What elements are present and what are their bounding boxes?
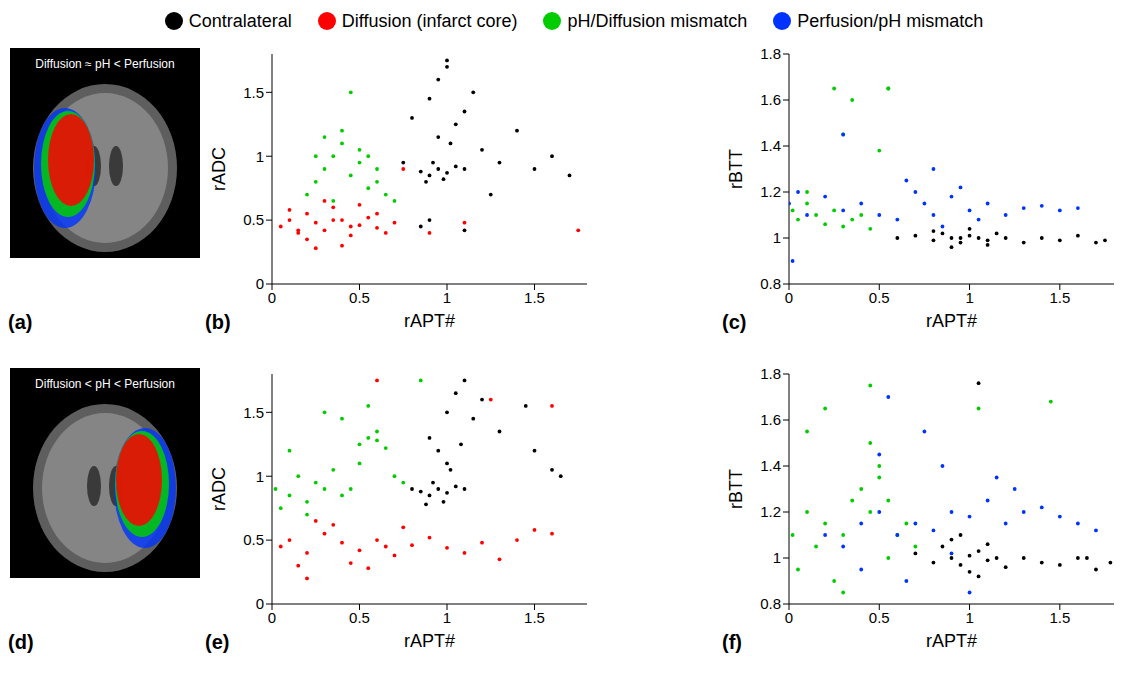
html-text:rAPT#: rAPT# [404, 311, 455, 331]
html-text:Contralateral: Contralateral [188, 10, 292, 31]
svg-text:1.5: 1.5 [243, 404, 264, 421]
svg-text:1.6: 1.6 [760, 91, 781, 108]
svg-text:1: 1 [773, 549, 781, 566]
html-text:Diffusion (infarct core): Diffusion (infarct core) [341, 10, 518, 31]
html-text:(f): (f) [722, 631, 742, 653]
svg-text:1: 1 [965, 289, 973, 306]
svg-text:0: 0 [268, 609, 276, 626]
svg-text:1.5: 1.5 [524, 609, 545, 626]
svg-text:1.5: 1.5 [524, 289, 545, 306]
svg-text:0.5: 0.5 [869, 289, 890, 306]
html-text:rBTT: rBTT [726, 469, 746, 509]
svg-text:1: 1 [965, 609, 973, 626]
svg-text:1.5: 1.5 [243, 84, 264, 101]
html-text:rBTT: rBTT [726, 149, 746, 189]
svg-text:0.8: 0.8 [760, 275, 781, 292]
svg-text:0: 0 [256, 275, 264, 292]
svg-text:1.4: 1.4 [760, 137, 781, 154]
html-text:rAPT#: rAPT# [404, 631, 455, 651]
svg-text:1: 1 [443, 289, 451, 306]
svg-text:1.4: 1.4 [760, 457, 781, 474]
svg-text:0: 0 [785, 609, 793, 626]
svg-text:1.2: 1.2 [760, 183, 781, 200]
svg-text:0.5: 0.5 [243, 531, 264, 548]
svg-text:1.8: 1.8 [760, 365, 781, 382]
svg-text:1.8: 1.8 [760, 45, 781, 62]
svg-text:1: 1 [773, 229, 781, 246]
svg-text:1: 1 [443, 609, 451, 626]
svg-text:0.5: 0.5 [349, 609, 370, 626]
html-text:(a): (a) [8, 311, 33, 333]
svg-text:1: 1 [256, 148, 264, 165]
svg-text:1.6: 1.6 [760, 411, 781, 428]
svg-text:0.5: 0.5 [243, 211, 264, 228]
svg-text:0: 0 [785, 289, 793, 306]
svg-text:1.5: 1.5 [1049, 289, 1070, 306]
svg-text:Diffusion < pH < Perfusion: Diffusion < pH < Perfusion [35, 377, 175, 391]
html-text:(d): (d) [8, 631, 34, 653]
html-text:(e): (e) [205, 631, 230, 653]
svg-text:Diffusion ≈ pH < Perfusion: Diffusion ≈ pH < Perfusion [35, 57, 174, 71]
svg-text:0.8: 0.8 [760, 595, 781, 612]
svg-text:0: 0 [256, 595, 264, 612]
html-text:rADC: rADC [209, 147, 229, 191]
html-text:rADC: rADC [209, 467, 229, 511]
html-text:(b): (b) [205, 311, 231, 333]
svg-text:0: 0 [268, 289, 276, 306]
svg-text:1: 1 [256, 468, 264, 485]
html-text:Perfusion/pH mismatch: Perfusion/pH mismatch [797, 10, 984, 31]
svg-text:1.5: 1.5 [1049, 609, 1070, 626]
svg-text:1.2: 1.2 [760, 503, 781, 520]
html-text:rAPT#: rAPT# [926, 631, 977, 651]
html-text:(c): (c) [722, 311, 747, 333]
html-text:pH/Diffusion mismatch: pH/Diffusion mismatch [567, 10, 748, 31]
svg-text:0.5: 0.5 [869, 609, 890, 626]
svg-text:0.5: 0.5 [349, 289, 370, 306]
html-text:rAPT#: rAPT# [926, 311, 977, 331]
